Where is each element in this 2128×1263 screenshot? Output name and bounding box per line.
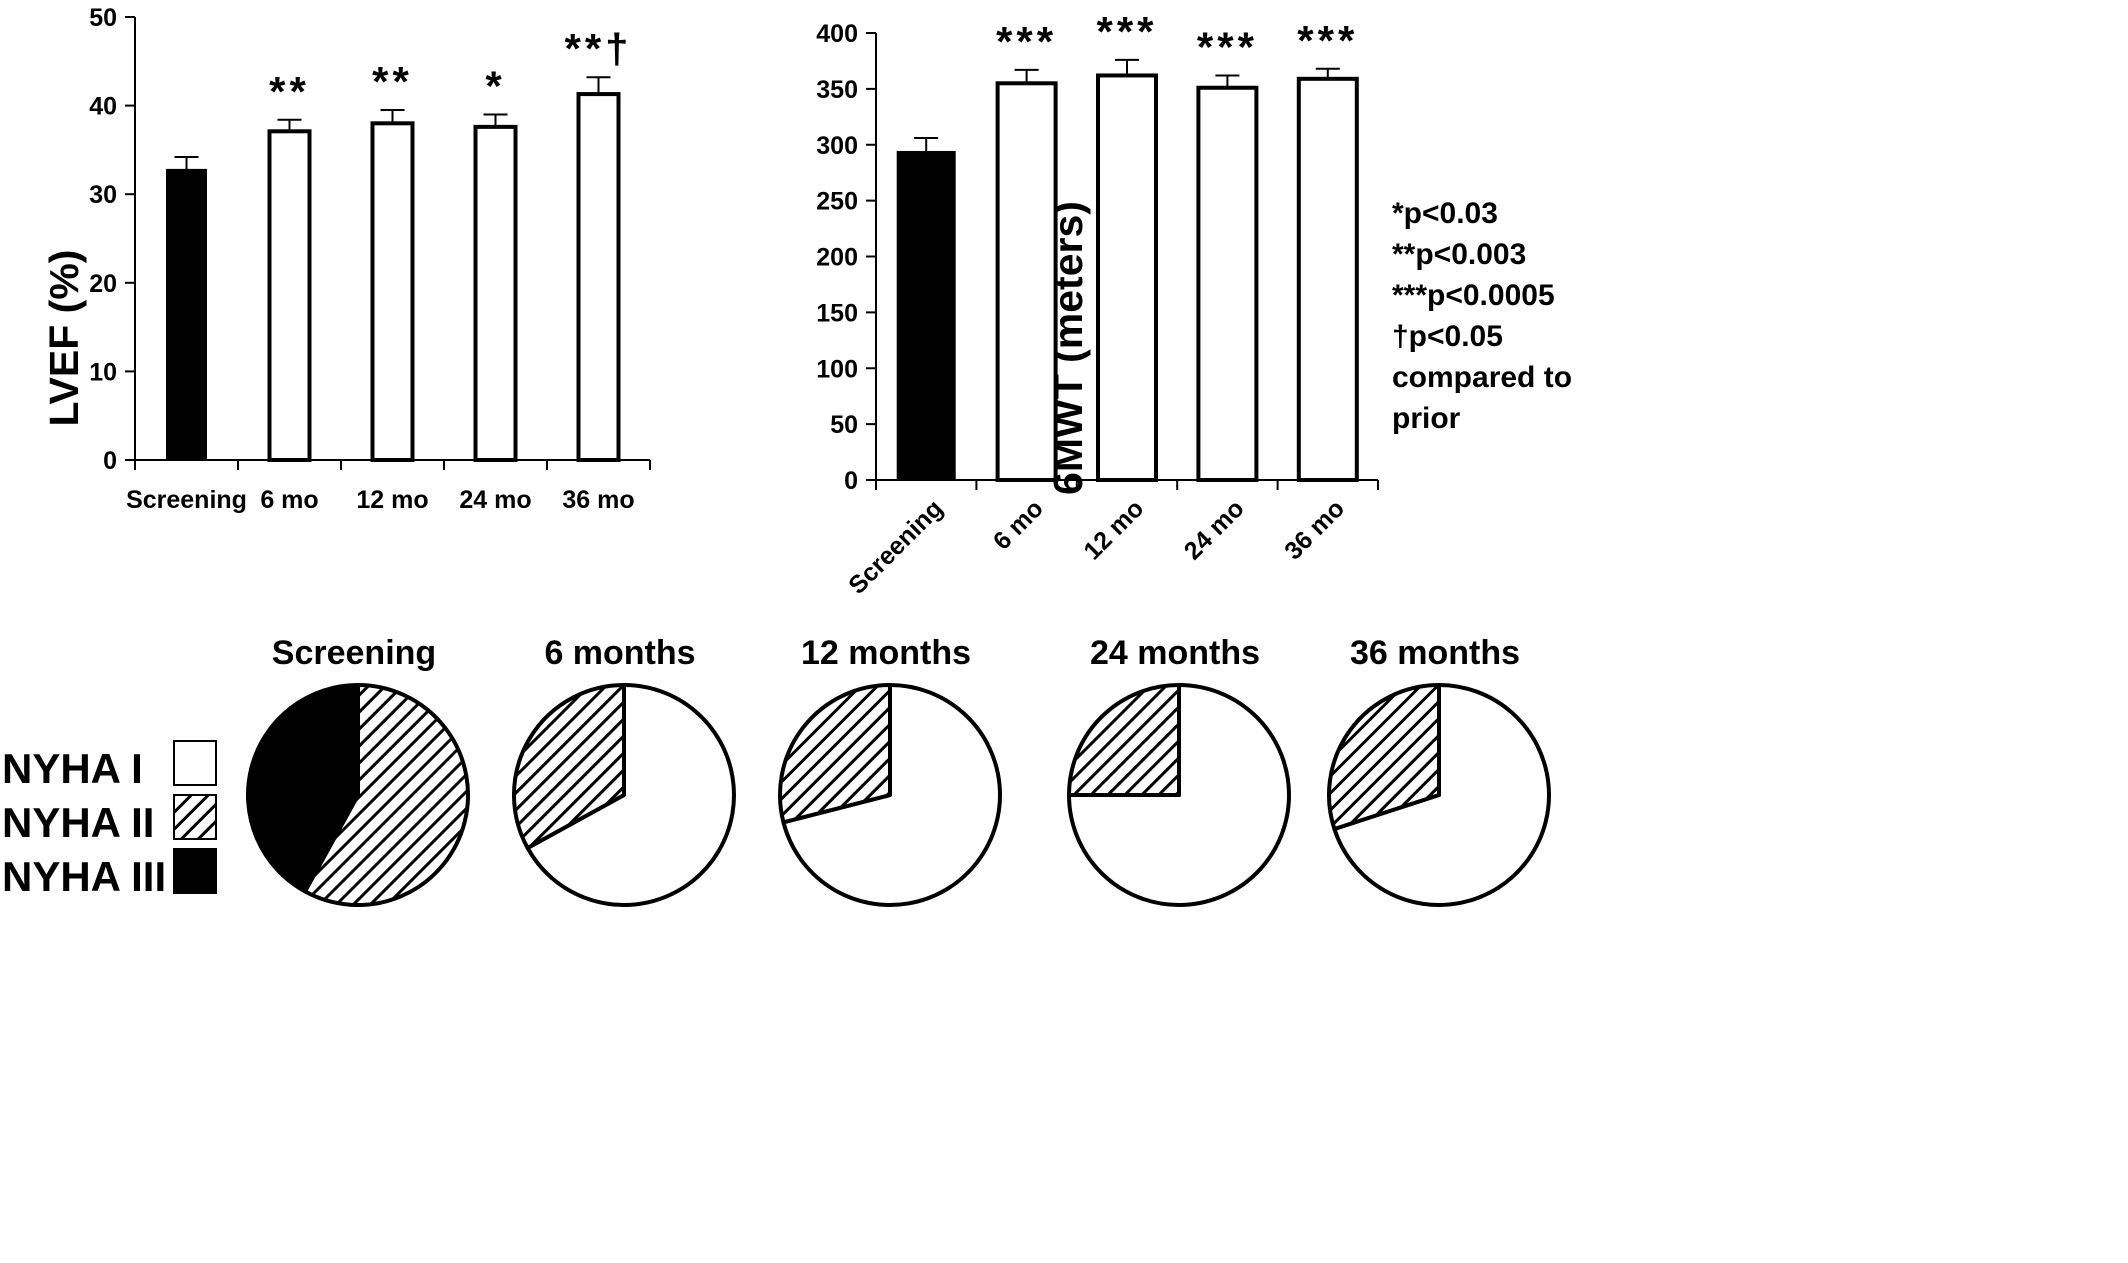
- significance-notes: *p<0.03 **p<0.003 ***p<0.0005 †p<0.05 compar…: [1392, 197, 1572, 435]
- y-tick-label: 30: [89, 181, 117, 209]
- legend-label: NYHA I: [2, 745, 143, 792]
- pie-slice: [778, 683, 892, 825]
- y-tick-label: 0: [103, 447, 117, 475]
- pie-slice: [303, 683, 470, 907]
- pie-slice: [525, 683, 736, 907]
- pie-slice: [1326, 683, 1441, 831]
- bar: [267, 129, 312, 462]
- bar: [1096, 73, 1158, 482]
- significance-label: **†: [564, 25, 632, 72]
- y-tick-label: 10: [89, 358, 117, 386]
- significance-label: ***: [1297, 17, 1358, 64]
- lvef-bar-chart: LVEF (%) 0 10 20 30 40 50 Screening ** 6 mo ** 12 …: [41, 4, 651, 514]
- legend-swatch: [173, 794, 217, 840]
- y-tick-label: 50: [89, 4, 117, 32]
- x-tick-label: Screening: [843, 494, 948, 599]
- x-tick-label: 6 mo: [988, 494, 1049, 555]
- significance-note: *p<0.03: [1392, 197, 1498, 230]
- x-tick-label: 12 mo: [1078, 494, 1149, 565]
- y-tick-label: 350: [816, 76, 858, 104]
- x-tick-label: 12 mo: [356, 486, 428, 514]
- significance-note: ***p<0.0005: [1392, 279, 1555, 312]
- significance-note: †p<0.05: [1392, 320, 1503, 353]
- y-tick-label: 250: [816, 188, 858, 216]
- x-tick-label: 6 mo: [260, 486, 318, 514]
- pie-slice: [1067, 683, 1181, 797]
- significance-label: *: [485, 62, 505, 109]
- x-tick-label: 36 mo: [1279, 494, 1350, 565]
- bar: [1296, 76, 1359, 482]
- y-tick-label: 20: [89, 270, 117, 298]
- lvef-y-axis-label: LVEF (%): [41, 250, 87, 427]
- y-tick-label: 40: [89, 93, 117, 121]
- pie-title: 24 months: [1090, 634, 1260, 672]
- x-tick-label: 24 mo: [1179, 494, 1250, 565]
- bar: [995, 81, 1058, 482]
- bar: [576, 92, 621, 462]
- significance-note: compared to: [1392, 361, 1572, 394]
- bar: [1196, 85, 1259, 482]
- pie-title: 6 months: [544, 634, 695, 672]
- y-tick-label: 100: [816, 355, 858, 383]
- significance-note: prior: [1392, 402, 1461, 435]
- legend-label: NYHA III: [2, 853, 166, 900]
- legend-swatch: [173, 848, 217, 894]
- pie-title: 12 months: [801, 634, 971, 672]
- 6mwt-bar-chart: 6MWT (meters) 050100150200250300350400Sc…: [816, 8, 1379, 600]
- legend-swatch: [173, 740, 217, 786]
- y-tick-label: 150: [816, 299, 858, 327]
- significance-label: ***: [996, 18, 1057, 65]
- bar: [166, 168, 207, 461]
- x-tick-label: 24 mo: [459, 486, 531, 514]
- x-tick-label: 36 mo: [562, 486, 634, 514]
- bar: [896, 150, 956, 481]
- legend-label: NYHA II: [2, 799, 154, 846]
- pie-slice: [246, 683, 360, 894]
- nyha-pie-charts: Screening 6 months 12 months 24 months 36 mo…: [246, 634, 1551, 907]
- significance-label: **: [372, 58, 413, 105]
- y-tick-label: 0: [844, 467, 858, 495]
- pie-title: 36 months: [1350, 634, 1520, 672]
- significance-label: ***: [1096, 8, 1157, 55]
- bar: [370, 121, 415, 462]
- nyha-legend: NYHA I NYHA II NYHA III: [2, 740, 217, 900]
- pie-title: Screening: [272, 634, 436, 672]
- pie-slice: [1332, 683, 1551, 907]
- x-tick-label: Screening: [126, 486, 247, 514]
- significance-note: **p<0.003: [1392, 238, 1526, 271]
- y-tick-label: 400: [816, 20, 858, 48]
- significance-label: **: [269, 68, 310, 115]
- y-tick-label: 50: [830, 411, 858, 439]
- bar: [473, 124, 518, 462]
- significance-label: ***: [1197, 23, 1258, 70]
- y-tick-label: 300: [816, 132, 858, 160]
- y-tick-label: 200: [816, 244, 858, 272]
- pie-slice: [512, 683, 626, 850]
